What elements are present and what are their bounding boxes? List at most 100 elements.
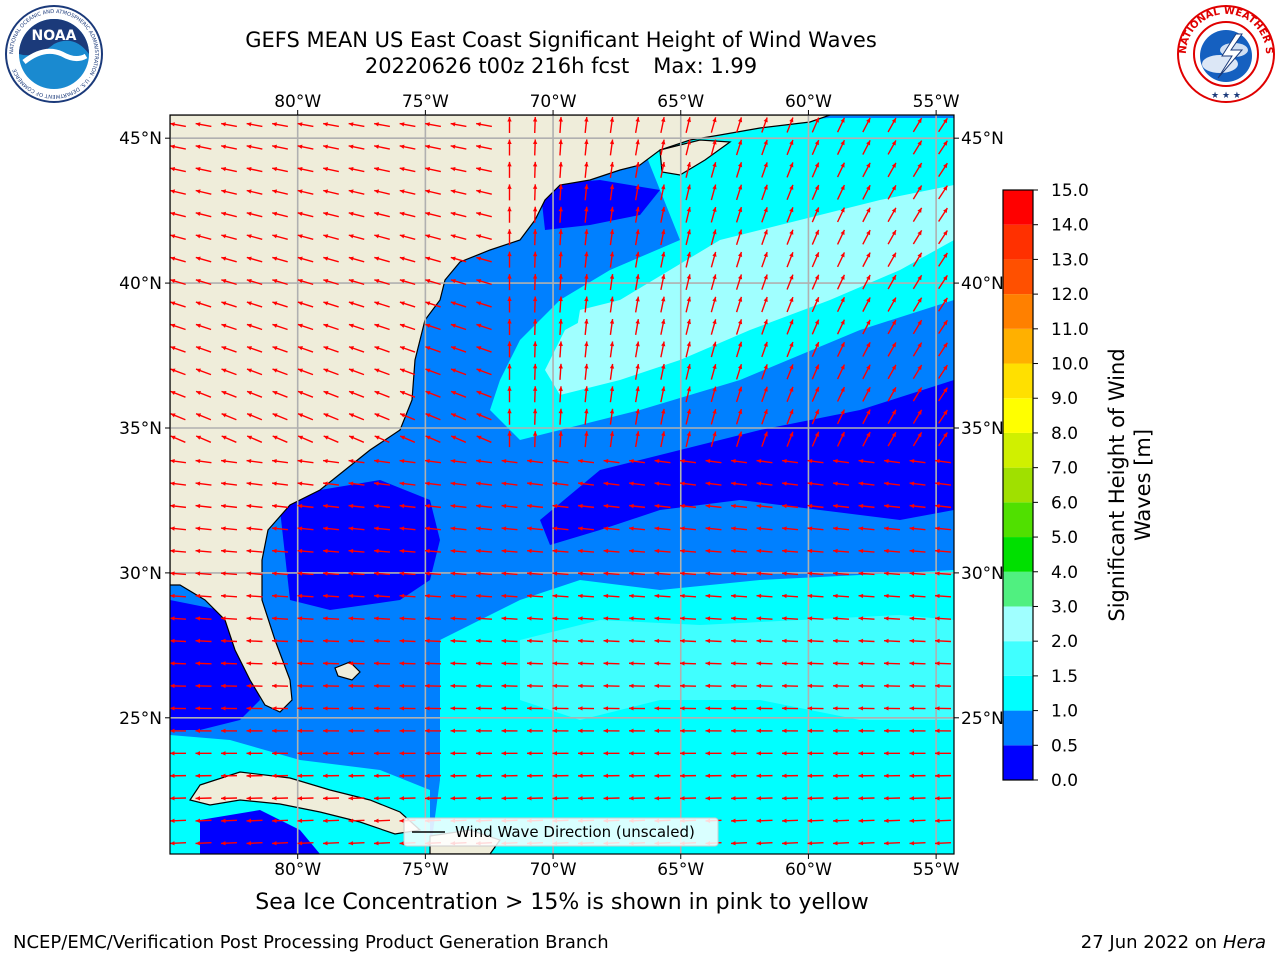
wave-direction-arrow — [271, 503, 289, 509]
wave-direction-arrow — [756, 593, 773, 599]
wave-direction-arrow — [577, 728, 595, 734]
wave-direction-arrow — [374, 122, 390, 128]
wave-direction-arrow — [660, 117, 666, 133]
wave-direction-arrow — [450, 638, 467, 644]
wave-direction-arrow — [862, 252, 871, 268]
wave-direction-arrow — [170, 638, 187, 644]
wave-direction-arrow — [558, 161, 563, 178]
wave-direction-arrow — [786, 409, 794, 425]
wave-direction-arrow — [476, 278, 492, 286]
wave-direction-arrow — [938, 207, 948, 222]
wave-direction-arrow — [781, 661, 799, 666]
wave-direction-arrow — [220, 616, 238, 621]
colorbar: 0.0 0.5 1.0 1.5 2.0 3.0 4.0 5.0 6.0 7.0 8.0 9.0 10.0… — [1002, 181, 1155, 791]
wave-direction-arrow — [475, 661, 493, 666]
wave-direction-arrow — [811, 252, 820, 268]
wave-direction-arrow — [475, 503, 493, 509]
wave-direction-arrow — [887, 431, 897, 447]
wave-direction-arrow — [476, 167, 492, 173]
wave-direction-arrow — [348, 638, 365, 644]
wave-direction-arrow — [526, 616, 544, 621]
lon-label-bottom: 75°W — [402, 860, 449, 880]
colorbar-swatch — [1003, 328, 1033, 364]
wave-direction-arrow — [735, 386, 743, 403]
wave-direction-arrow — [836, 162, 846, 178]
wave-direction-arrow — [577, 548, 595, 554]
wave-direction-arrow — [297, 593, 314, 599]
wave-direction-arrow — [507, 408, 512, 425]
wave-direction-arrow — [654, 571, 671, 576]
wave-direction-arrow — [221, 435, 237, 443]
wave-direction-arrow — [532, 139, 538, 156]
wave-direction-arrow — [476, 234, 492, 240]
wave-direction-arrow — [246, 323, 263, 331]
wave-direction-arrow — [634, 206, 640, 223]
colorbar-swatch — [1003, 467, 1033, 503]
wave-direction-arrow — [710, 274, 717, 290]
wave-direction-arrow — [195, 368, 212, 376]
wave-direction-arrow — [584, 161, 589, 178]
wave-direction-arrow — [558, 184, 563, 201]
wave-direction-arrow — [628, 796, 646, 801]
wave-direction-arrow — [399, 481, 416, 486]
wave-direction-arrow — [577, 571, 595, 576]
wave-direction-arrow — [862, 364, 871, 380]
wave-direction-arrow — [603, 481, 620, 486]
wave-direction-arrow — [609, 318, 615, 335]
wave-direction-arrow — [399, 458, 416, 464]
colorbar-swatch — [1003, 294, 1033, 329]
wave-direction-arrow — [297, 189, 314, 195]
wave-direction-arrow — [786, 274, 794, 290]
wave-direction-arrow — [584, 274, 589, 291]
wave-direction-arrow — [558, 116, 563, 134]
wave-direction-arrow — [858, 796, 875, 801]
wave-direction-arrow — [807, 526, 824, 531]
wave-direction-arrow — [195, 481, 212, 486]
wave-direction-arrow — [603, 548, 620, 554]
wave-direction-arrow — [195, 841, 212, 846]
colorbar-tick-label: 14.0 — [1051, 216, 1089, 236]
wave-direction-arrow — [425, 144, 441, 150]
wave-direction-arrow — [323, 211, 339, 218]
wave-direction-arrow — [634, 408, 640, 425]
wave-direction-arrow — [883, 751, 901, 756]
wave-direction-arrow — [934, 683, 952, 689]
wave-direction-arrow — [221, 368, 237, 376]
wave-direction-arrow — [781, 841, 799, 846]
wave-direction-arrow — [609, 296, 615, 313]
wave-direction-arrow — [272, 122, 288, 128]
wave-direction-arrow — [909, 481, 926, 486]
wave-direction-arrow — [679, 638, 697, 644]
lon-label-bottom: 65°W — [657, 860, 704, 880]
wave-direction-arrow — [271, 661, 289, 666]
wave-direction-arrow — [786, 341, 794, 358]
wave-direction-arrow — [526, 728, 544, 734]
wave-direction-arrow — [761, 184, 768, 201]
wave-direction-arrow — [786, 431, 794, 447]
wave-direction-arrow — [297, 390, 314, 398]
wave-direction-arrow — [297, 683, 314, 689]
wave-direction-arrow — [373, 661, 391, 666]
wave-direction-arrow — [730, 661, 748, 666]
wave-direction-arrow — [735, 162, 743, 178]
wave-direction-arrow — [756, 548, 773, 554]
wave-direction-arrow — [297, 413, 314, 421]
wave-direction-arrow — [609, 408, 615, 425]
wave-direction-arrow — [858, 706, 875, 711]
wave-direction-arrow — [476, 301, 492, 308]
wave-direction-arrow — [373, 706, 391, 711]
wave-direction-arrow — [297, 278, 314, 286]
wave-direction-arrow — [552, 751, 569, 756]
wave-direction-arrow — [195, 211, 212, 218]
wave-direction-arrow — [934, 638, 952, 644]
colorbar-swatch — [1003, 432, 1033, 468]
wave-direction-arrow — [348, 751, 365, 756]
wave-direction-arrow — [271, 481, 289, 486]
wave-direction-arrow — [628, 458, 646, 464]
wave-direction-arrow — [170, 481, 187, 486]
wave-direction-arrow — [781, 503, 799, 509]
wave-direction-arrow — [271, 616, 289, 621]
wave-direction-arrow — [507, 251, 512, 268]
wave-direction-arrow — [450, 616, 467, 621]
wave-direction-arrow — [577, 751, 595, 756]
